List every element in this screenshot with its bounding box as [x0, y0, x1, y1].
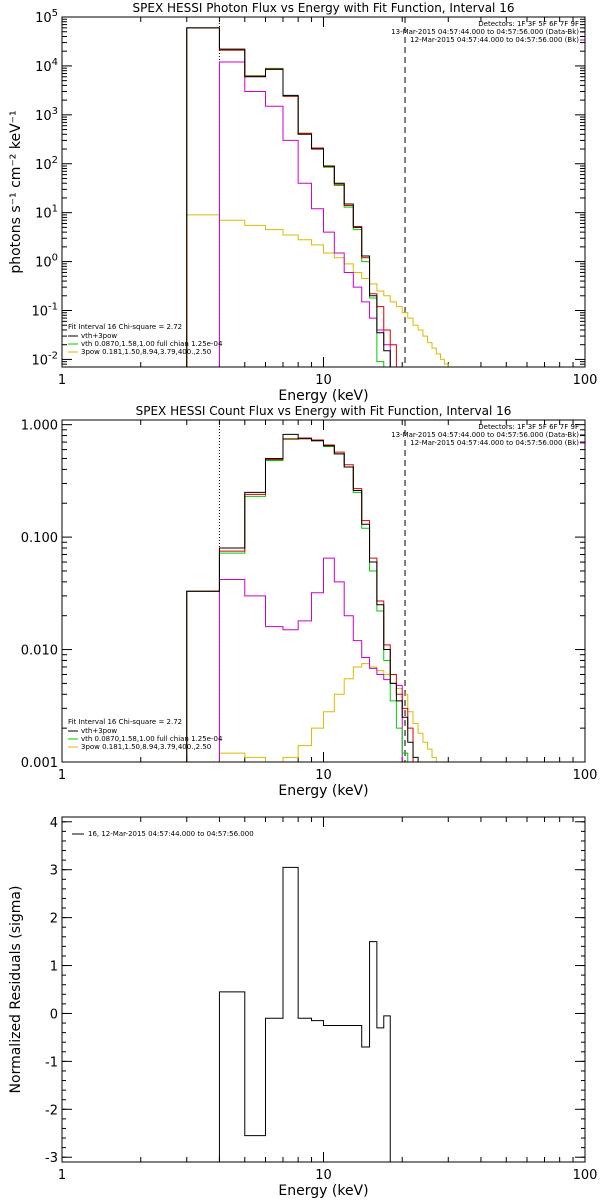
x-tick-label: 1: [58, 1168, 66, 1183]
y-tick-label: 0: [50, 1007, 58, 1022]
x-axis-label: Energy (keV): [278, 388, 368, 404]
y-tick-label: 105: [35, 8, 58, 26]
y-tick-label: 0.100: [21, 531, 58, 546]
x-tick-label: 100: [573, 1168, 598, 1183]
residual-line: [218, 866, 403, 1162]
y-tick-base: 10: [35, 11, 52, 26]
y-tick-label: 10-2: [31, 350, 58, 368]
y-tick-label: -3: [45, 1151, 58, 1166]
y-tick-label: 103: [35, 106, 58, 124]
y-tick-label: 101: [35, 204, 58, 222]
y-tick-label: -1: [45, 1055, 58, 1070]
series-line: [218, 61, 391, 367]
x-axis: 1 10 100 Energy (keV): [58, 420, 598, 799]
y-tick-base: 10: [35, 207, 52, 222]
legend-label: vth 0.0870,1.58,1.00 full chian 1.25e-04: [81, 340, 223, 348]
legend-title: Fit Interval 16 Chi-square = 2.72: [68, 718, 182, 726]
y-tick-exponent: -2: [48, 350, 58, 361]
y-tick-label: 0.001: [21, 756, 58, 771]
header-text: Detectors: 1F 3F 5F 6F 7F 9F: [478, 423, 579, 431]
y-axis: -3 -2 -1 0 1 2 3 4 Normalized Residuals (sigma): [8, 816, 585, 1166]
plot-frame: [61, 419, 586, 763]
series-line: [186, 433, 419, 762]
chart-title: SPEX HESSI Photon Flux vs Energy with Fi…: [133, 1, 515, 15]
y-tick-label: 0.010: [21, 644, 58, 659]
y-tick-label: 100: [35, 253, 58, 271]
legend-label: 16, 12-Mar-2015 04:57:44.000 to 04:57:56…: [88, 830, 254, 838]
series-group: [186, 433, 437, 762]
y-tick-label: -2: [45, 1103, 58, 1118]
series-group: [218, 866, 403, 1162]
header-text: 12-Mar-2015 04:57:44.000 to 04:57:56.000…: [410, 439, 579, 447]
x-tick-label: 1: [58, 373, 66, 388]
series-group: [186, 27, 449, 367]
series-line: [186, 214, 449, 367]
y-tick-label: 1: [50, 960, 58, 975]
y-tick-exponent: -1: [48, 302, 58, 313]
x-tick-label: 10: [315, 1168, 332, 1183]
y-tick-base: 10: [35, 256, 52, 271]
series-line: [218, 663, 437, 762]
x-tick-label: 100: [573, 373, 598, 388]
x-axis: 1 10 100 Energy (keV): [58, 817, 598, 1199]
header-text: Detectors: 1F 3F 5F 6F 7F 9F: [478, 20, 579, 28]
y-tick-exponent: 4: [52, 57, 58, 68]
legend-label: vth+3pow: [81, 727, 117, 735]
y-axis-label: photons s⁻¹ cm⁻² keV⁻¹: [8, 110, 24, 273]
y-tick-exponent: 5: [52, 8, 58, 19]
y-tick-label: 3: [50, 864, 58, 879]
y-axis: 0.001 0.010 0.100 1.000: [21, 419, 585, 771]
legend-label: vth 0.0870,1.58,1.00 full chian 1.25e-04: [81, 735, 223, 743]
y-tick-exponent: 1: [52, 204, 58, 215]
y-tick-label: 10-1: [31, 302, 58, 320]
y-tick-exponent: 0: [52, 253, 58, 264]
x-axis-label: Energy (keV): [278, 1183, 368, 1199]
legend-title: Fit Interval 16 Chi-square = 2.72: [68, 323, 182, 331]
y-tick-label: 1.000: [21, 419, 58, 434]
y-tick-label: 2: [50, 912, 58, 927]
legend-label: 3pow 0.181,1.50,8.94,3.79,400.,2.50: [81, 348, 211, 356]
chart-title: SPEX HESSI Count Flux vs Energy with Fit…: [136, 404, 512, 418]
x-tick-label: 10: [315, 373, 332, 388]
y-tick-base: 10: [31, 353, 48, 368]
series-line: [218, 557, 403, 762]
y-tick-base: 10: [31, 305, 48, 320]
header-text: 12-Mar-2015 04:57:44.000 to 04:57:56.000…: [410, 36, 579, 44]
x-tick-label: 100: [573, 768, 598, 783]
x-axis-label: Energy (keV): [278, 783, 368, 799]
y-tick-label: 102: [35, 155, 58, 173]
x-tick-label: 10: [315, 768, 332, 783]
series-line: [186, 27, 385, 367]
y-tick-exponent: 3: [52, 106, 58, 117]
series-line: [186, 27, 397, 367]
y-axis-label: Normalized Residuals (sigma): [8, 886, 24, 1094]
legend-label: vth+3pow: [81, 332, 117, 340]
series-line: [186, 437, 414, 762]
y-tick-base: 10: [35, 109, 52, 124]
y-tick-base: 10: [35, 60, 52, 75]
plot-frame: [61, 16, 586, 368]
y-tick-exponent: 2: [52, 155, 58, 166]
series-line: [186, 27, 391, 367]
y-tick-label: 104: [35, 57, 58, 75]
panel-1: SPEX HESSI Photon Flux vs Energy with Fi…: [8, 1, 597, 404]
x-tick-label: 1: [58, 768, 66, 783]
panel-3: 1 10 100 Energy (keV) -3 -2 -1 0 1 2 3 4 Normalized …: [8, 816, 597, 1199]
y-tick-base: 10: [35, 158, 52, 173]
header-text: 13-Mar-2015 04:57:44.000 to 04:57:56.000…: [391, 431, 579, 439]
header-text: 13-Mar-2015 04:57:44.000 to 04:57:56.000…: [391, 28, 579, 36]
y-tick-label: 4: [50, 816, 58, 831]
panel-2: SPEX HESSI Count Flux vs Energy with Fit…: [21, 404, 598, 799]
legend-label: 3pow 0.181,1.50,8.94,3.79,400.,2.50: [81, 743, 211, 751]
plot-frame: [61, 816, 586, 1163]
